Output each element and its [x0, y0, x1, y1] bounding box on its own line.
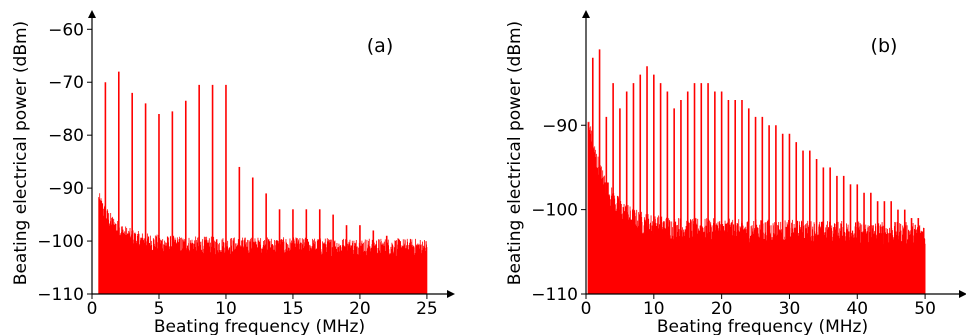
x-tick-label: 0: [581, 299, 592, 319]
noise-floor: [98, 193, 428, 294]
x-tick-label: 0: [87, 299, 98, 319]
y-tick-label: −80: [48, 126, 84, 146]
y-tick-label: −100: [531, 201, 578, 221]
x-axis-arrow: [959, 290, 966, 298]
x-tick-label: 10: [215, 299, 237, 319]
y-axis-label: Beating electrical power (dBm): [505, 21, 525, 285]
y-axis-arrow: [582, 10, 590, 18]
y-tick-label: −110: [531, 285, 578, 305]
y-tick-label: −110: [37, 285, 84, 305]
panel-label: (a): [367, 35, 393, 57]
x-tick-label: 5: [154, 299, 165, 319]
x-tick-label: 10: [643, 299, 665, 319]
y-tick-label: −100: [37, 232, 84, 252]
y-tick-label: −70: [48, 73, 84, 93]
panel-a: 0 5 10 15 20 25 −110 −100 −90 −80 −70 −60 Beating fr…: [11, 10, 455, 335]
y-axis-arrow: [88, 10, 96, 18]
y-tick-label: −60: [48, 20, 84, 40]
x-tick-label: 20: [711, 299, 733, 319]
x-tick-label: 15: [282, 299, 304, 319]
x-tick-label: 25: [416, 299, 438, 319]
x-axis-arrow: [447, 290, 455, 298]
noise-floor: [587, 121, 926, 294]
x-axis-label: Beating frequency (MHz): [657, 317, 868, 335]
panel-b: 0 10 20 30 40 50 −110 −100 −90 Beating frequency …: [505, 10, 966, 335]
panel-label: (b): [871, 35, 898, 57]
x-tick-label: 40: [846, 299, 868, 319]
x-tick-label: 20: [349, 299, 371, 319]
y-tick-label: −90: [542, 116, 578, 136]
x-tick-label: 30: [779, 299, 801, 319]
x-tick-label: 50: [914, 299, 936, 319]
y-tick-label: −90: [48, 179, 84, 199]
x-axis-label: Beating frequency (MHz): [154, 317, 365, 335]
y-axis-label: Beating electrical power (dBm): [11, 21, 31, 285]
